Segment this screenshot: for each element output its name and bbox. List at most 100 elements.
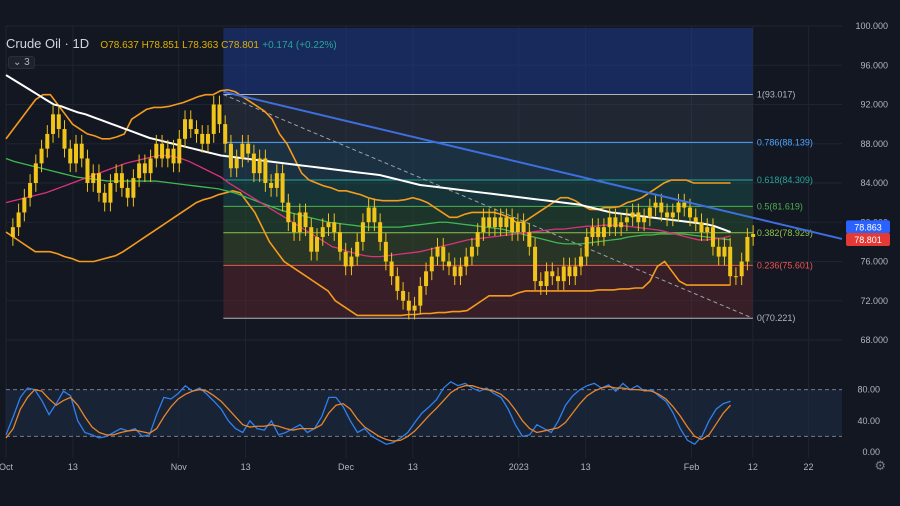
time-tick-label: Oct (0, 462, 13, 472)
indicator-collapse-toggle[interactable]: ⌄ 3 (8, 56, 35, 69)
candle-body (504, 217, 509, 228)
candle-body (722, 246, 727, 257)
fib-zone-upper (223, 28, 753, 95)
candle-body (418, 286, 423, 306)
fib-level-label: 0(70.221) (757, 313, 796, 323)
price-axis[interactable]: 100.00096.00092.00088.00084.00080.00076.… (846, 21, 890, 457)
candle-body (561, 266, 566, 282)
candle-body (148, 158, 153, 174)
candle-body (665, 212, 670, 218)
candle-body (303, 212, 308, 228)
time-tick-label: 13 (68, 462, 78, 472)
price-change: +0.174 (+0.22%) (262, 40, 337, 51)
candle-body (596, 227, 601, 237)
fib-level-label: 0.236(75.601) (757, 260, 813, 270)
candle-body (332, 222, 337, 233)
candle-body (510, 217, 515, 233)
candle-body (556, 276, 561, 282)
price-badge-label: 78.801 (854, 235, 882, 245)
candle-body (435, 246, 440, 257)
candle-body (326, 222, 331, 228)
time-tick-label: Nov (171, 462, 188, 472)
candle-body (446, 261, 452, 267)
fib-level-label: 0.618(84.309) (757, 175, 813, 185)
candle-body (676, 202, 681, 213)
candle-body (395, 276, 400, 291)
candle-body (39, 148, 44, 164)
candle-body (693, 217, 698, 223)
candle-body (320, 227, 325, 237)
candle-body (183, 119, 188, 139)
candle-body (257, 158, 262, 174)
candle-body (309, 227, 314, 252)
candle-body (223, 124, 228, 144)
time-tick-label: Feb (684, 462, 700, 472)
price-tick-label: 92.000 (860, 100, 888, 110)
price-tick-label: 100.000 (855, 21, 888, 31)
candle-body (355, 241, 360, 257)
time-axis[interactable]: Oct 13 Nov 13 Dec 13 2023 13 Feb 12 22 (0, 462, 814, 472)
time-tick-label: 12 (748, 462, 758, 472)
candle-body (728, 246, 733, 277)
candle-body (424, 271, 429, 287)
candle-body (578, 256, 583, 267)
candle-body (286, 202, 291, 223)
candle-body (228, 143, 233, 169)
stochastic-tick-label: 40.00 (857, 416, 880, 426)
candle-body (624, 217, 629, 223)
candle-body (590, 227, 595, 237)
candle-body (745, 236, 750, 262)
candle-body (360, 222, 365, 242)
settings-gear-icon[interactable]: ⚙ (874, 458, 886, 473)
candle-body (716, 246, 721, 257)
candle-body (251, 153, 256, 174)
candle-body (383, 241, 388, 262)
candle-body (114, 173, 119, 183)
candle-body (177, 138, 182, 164)
price-badge (846, 233, 890, 247)
candle-body (751, 234, 756, 237)
fibonacci-retracement[interactable]: 1(93.017) 0.786(88.139) 0.618(84.309) 0.5(8… (223, 28, 813, 323)
candle-body (441, 246, 446, 262)
candle-body (458, 266, 463, 277)
time-tick-label: 13 (241, 462, 251, 472)
fib-trend-dashed (223, 94, 754, 319)
trend-lines[interactable] (223, 90, 843, 240)
candle-body (91, 173, 96, 183)
candle-body (56, 114, 61, 130)
candle-body (28, 183, 33, 198)
candle-body (79, 143, 84, 159)
price-tick-label: 72.000 (860, 296, 888, 306)
candle-body (521, 222, 526, 233)
candle-body (475, 232, 480, 247)
candle-body (469, 246, 474, 257)
stochastic-d-line (5, 385, 732, 442)
candle-body (62, 129, 67, 149)
candle-body (160, 143, 165, 159)
candle-body (171, 148, 176, 164)
candle-body (194, 129, 199, 134)
symbol-title[interactable]: Crude Oil · 1D (6, 36, 90, 51)
candle-body (636, 212, 641, 223)
candle-body (200, 133, 205, 144)
candle-body (154, 143, 159, 159)
candle-body (412, 305, 417, 311)
candle-body (337, 232, 342, 252)
candle-body (297, 212, 302, 233)
candle-body (544, 271, 549, 287)
candle-body (653, 202, 658, 208)
time-tick-label: Dec (338, 462, 355, 472)
candle-body (429, 256, 434, 272)
candle-body (406, 300, 411, 311)
price-tick-label: 96.000 (860, 60, 888, 70)
candle-body (733, 276, 738, 278)
ohlc-values: O78.637 H78.851 L78.363 C78.801 (100, 40, 259, 51)
candle-body (269, 183, 274, 188)
candle-body (389, 261, 394, 277)
chart-header: Crude Oil · 1D O78.637 H78.851 L78.363 C… (6, 36, 337, 51)
candle-body (33, 163, 38, 183)
candle-body (584, 236, 589, 257)
candle-body (498, 217, 503, 228)
time-tick-label: 2023 (509, 462, 529, 472)
